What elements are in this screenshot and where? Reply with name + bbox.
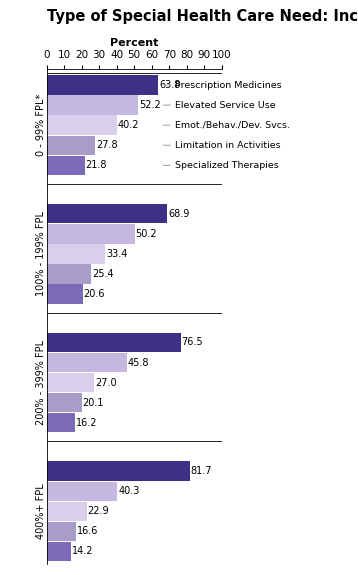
- Text: 50.2: 50.2: [135, 229, 157, 239]
- Bar: [47, 156, 85, 175]
- Text: 16.6: 16.6: [77, 526, 98, 536]
- Text: 27.8: 27.8: [96, 140, 118, 150]
- Text: 200% - 399% FPL: 200% - 399% FPL: [36, 340, 46, 425]
- Text: 0 - 99% FPL*: 0 - 99% FPL*: [36, 94, 46, 156]
- Bar: [47, 413, 75, 432]
- Text: Type of Special Health Care Need: Income Level: Type of Special Health Care Need: Income…: [47, 9, 358, 24]
- Bar: [47, 333, 181, 352]
- Text: 33.4: 33.4: [106, 249, 127, 259]
- Text: 22.9: 22.9: [88, 507, 109, 516]
- Bar: [47, 501, 87, 521]
- Text: 21.8: 21.8: [86, 160, 107, 170]
- Text: Prescription Medicines: Prescription Medicines: [175, 81, 281, 90]
- Text: 20.1: 20.1: [83, 398, 104, 408]
- Text: 100% - 199% FPL: 100% - 199% FPL: [36, 212, 46, 296]
- Text: Emot./Behav./Dev. Svcs.: Emot./Behav./Dev. Svcs.: [175, 121, 290, 130]
- Text: 52.2: 52.2: [139, 100, 161, 110]
- Bar: [47, 373, 94, 392]
- Bar: [47, 264, 91, 283]
- Text: 16.2: 16.2: [76, 418, 97, 428]
- Text: 25.4: 25.4: [92, 269, 113, 279]
- Bar: [47, 116, 117, 135]
- Bar: [47, 224, 135, 244]
- Bar: [47, 461, 190, 481]
- Text: 14.2: 14.2: [72, 546, 94, 557]
- Text: 400%+ FPL: 400%+ FPL: [36, 484, 46, 539]
- Bar: [47, 481, 117, 501]
- Bar: [47, 136, 95, 155]
- Bar: [47, 542, 72, 561]
- Bar: [47, 393, 82, 412]
- Bar: [47, 353, 127, 372]
- Text: 45.8: 45.8: [128, 358, 149, 367]
- X-axis label: Percent: Percent: [110, 38, 159, 48]
- Text: Elevated Service Use: Elevated Service Use: [175, 101, 275, 110]
- Text: 68.9: 68.9: [168, 209, 190, 218]
- Text: 20.6: 20.6: [83, 289, 105, 299]
- Text: 63.8: 63.8: [159, 80, 181, 90]
- Text: 40.2: 40.2: [118, 120, 139, 130]
- Bar: [47, 244, 105, 264]
- Text: 76.5: 76.5: [182, 338, 203, 347]
- Bar: [47, 95, 138, 115]
- Bar: [47, 204, 168, 224]
- Text: 40.3: 40.3: [118, 486, 140, 496]
- Text: Limitation in Activities: Limitation in Activities: [175, 141, 280, 150]
- Bar: [47, 75, 159, 95]
- Bar: [47, 522, 76, 541]
- Text: 81.7: 81.7: [191, 466, 212, 476]
- Text: 27.0: 27.0: [95, 378, 116, 388]
- Text: Specialized Therapies: Specialized Therapies: [175, 161, 279, 170]
- Bar: [47, 284, 83, 304]
